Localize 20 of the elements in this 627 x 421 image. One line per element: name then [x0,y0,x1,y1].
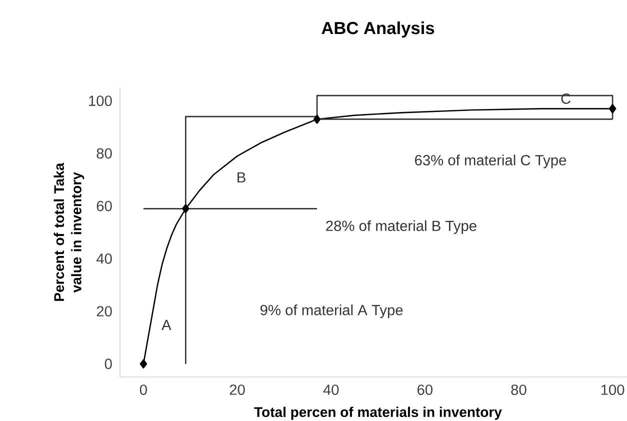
y-tick-label: 0 [104,358,112,370]
annotation: A [162,320,172,330]
x-tick-label: 60 [418,384,432,395]
annotation: 9% of material A Type [260,304,403,318]
y-tick-label: 40 [96,253,112,264]
annotation: B [238,172,246,182]
y-tick-label: 20 [96,306,112,316]
chart-title: ABC Analysis [322,21,434,38]
x-tick-label: 40 [323,384,339,395]
x-axis-title: Total percen of materials in inventory [254,406,502,420]
x-tick-label: 80 [511,384,526,395]
annotation: 63% of material C Type [415,154,566,168]
y-tick-label: 60 [96,200,112,212]
annotation: 28% of material B Type [326,220,476,234]
y-axis-title: Percent of total Taka value in inventory [54,162,84,301]
y-tick-label: 80 [96,148,112,159]
x-tick-label: 0 [140,384,147,395]
x-tick-label: 20 [230,384,245,395]
x-tick-label: 100 [601,384,624,395]
y-tick-label: 100 [89,96,112,106]
